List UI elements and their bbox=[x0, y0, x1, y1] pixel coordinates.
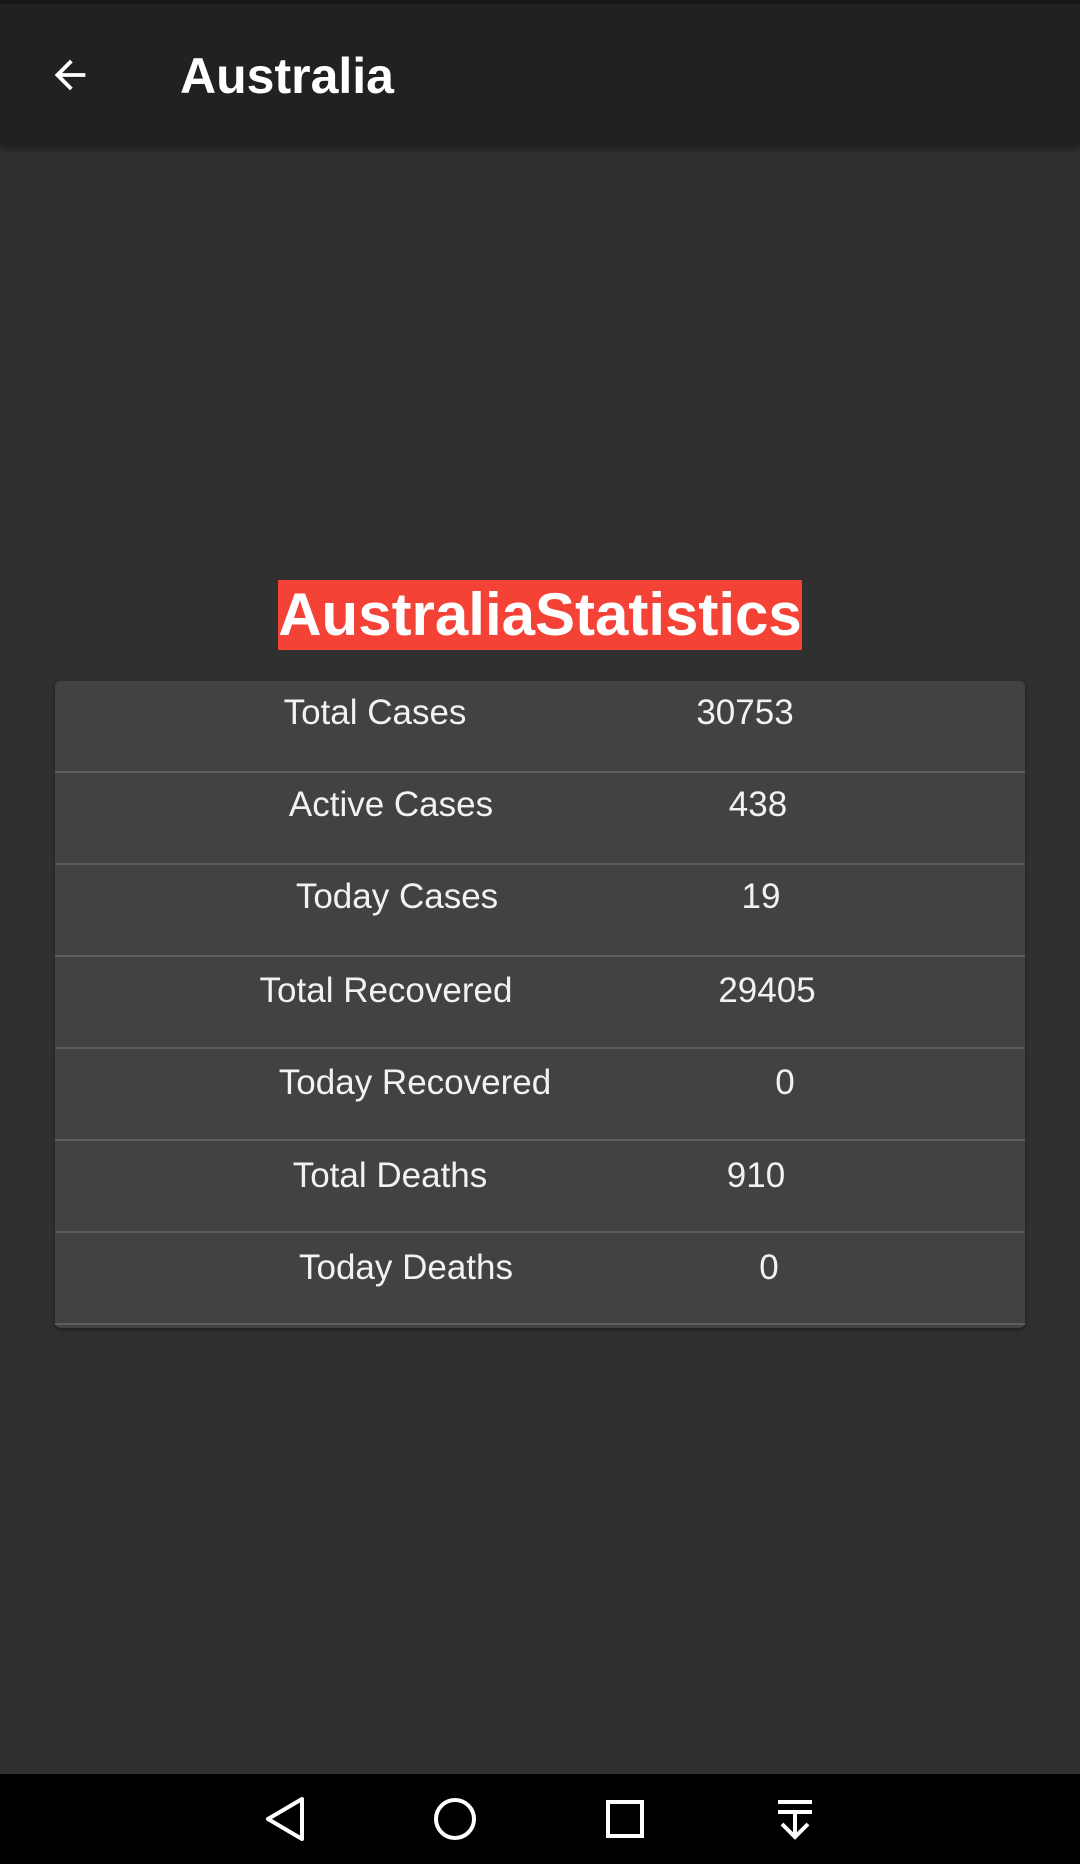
stat-row-total-deaths: Total Deaths 910 bbox=[55, 1141, 1025, 1233]
nav-recents-button[interactable] bbox=[595, 1789, 655, 1849]
stat-value: 910 bbox=[726, 1156, 786, 1195]
notification-pull-icon bbox=[778, 1800, 812, 1840]
stat-value: 30753 bbox=[696, 693, 794, 732]
stat-label: Total Cases bbox=[283, 693, 467, 732]
back-triangle-icon bbox=[266, 1797, 304, 1841]
stat-row-today-deaths: Today Deaths 0 bbox=[55, 1233, 1025, 1325]
stat-label: Today Cases bbox=[295, 877, 499, 916]
nav-home-button[interactable] bbox=[425, 1789, 485, 1849]
stat-row-total-recovered: Total Recovered 29405 bbox=[55, 957, 1025, 1049]
nav-back-button[interactable] bbox=[255, 1789, 315, 1849]
stat-label: Today Deaths bbox=[298, 1248, 514, 1287]
stat-row-today-recovered: Today Recovered 0 bbox=[55, 1049, 1025, 1141]
nav-notification-button[interactable] bbox=[765, 1789, 825, 1849]
stat-value: 438 bbox=[728, 785, 788, 824]
back-button[interactable] bbox=[36, 41, 104, 109]
stats-card: Total Cases 30753 Active Cases 438 Today… bbox=[55, 681, 1025, 1328]
page-title: Australia bbox=[180, 48, 394, 104]
stat-label: Total Deaths bbox=[292, 1156, 488, 1195]
statistics-heading-wrap: AustraliaStatistics bbox=[0, 580, 1080, 650]
home-circle-icon bbox=[434, 1798, 476, 1840]
stat-label: Total Recovered bbox=[259, 971, 513, 1010]
recents-square-icon bbox=[606, 1800, 644, 1838]
stat-value: 0 bbox=[759, 1248, 779, 1287]
stat-label: Today Recovered bbox=[278, 1063, 552, 1102]
statistics-heading: AustraliaStatistics bbox=[278, 580, 802, 650]
stat-row-today-cases: Today Cases 19 bbox=[55, 865, 1025, 957]
stat-row-active-cases: Active Cases 438 bbox=[55, 773, 1025, 865]
stat-value: 0 bbox=[775, 1063, 795, 1102]
arrow-back-icon bbox=[54, 59, 86, 91]
system-nav-bar bbox=[0, 1774, 1080, 1864]
stat-row-total-cases: Total Cases 30753 bbox=[55, 681, 1025, 773]
stat-label: Active Cases bbox=[288, 785, 494, 824]
stat-value: 29405 bbox=[718, 971, 816, 1010]
stat-value: 19 bbox=[741, 877, 781, 916]
app-bar: Australia bbox=[0, 0, 1080, 146]
